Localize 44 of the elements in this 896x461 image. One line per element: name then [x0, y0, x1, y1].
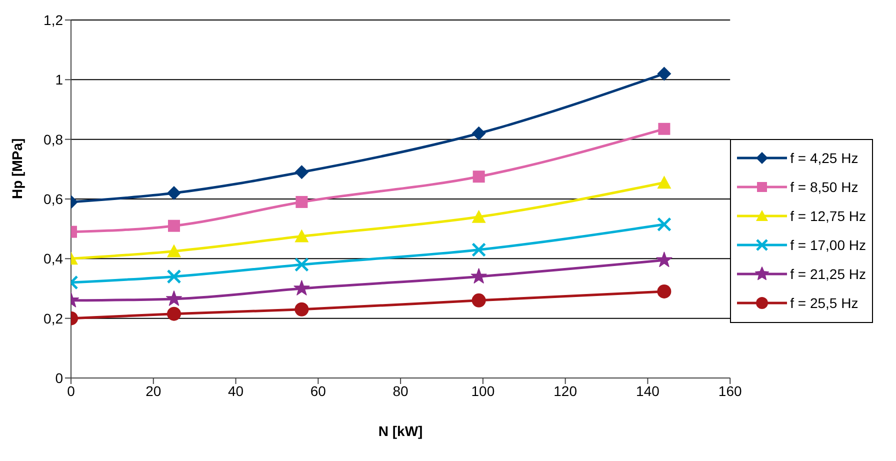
point: [294, 165, 309, 180]
y-tick-label: 1: [55, 72, 64, 88]
x-tick-label: 100: [471, 382, 495, 399]
point: [166, 244, 181, 258]
y-tick-label: 0: [55, 370, 64, 386]
y-tick-label: 0,8: [44, 131, 64, 148]
y-axis-title: Hp [MPa]: [8, 138, 25, 199]
legend-label: f = 8,50 Hz: [790, 179, 858, 195]
x-tick-label: 140: [636, 382, 660, 399]
point: [294, 280, 310, 296]
point: [296, 196, 308, 208]
point: [470, 268, 487, 284]
point: [168, 220, 180, 232]
point: [656, 252, 672, 268]
x-tick-label: 160: [718, 382, 742, 399]
point: [472, 293, 486, 308]
legend-label: f = 21,25 Hz: [790, 266, 866, 282]
legend-label: f = 12,75 Hz: [790, 208, 866, 224]
point: [472, 126, 486, 140]
y-tick-label: 0,6: [44, 190, 64, 207]
point: [294, 302, 309, 316]
y-tick-label: 1,2: [44, 12, 64, 28]
point: [657, 176, 672, 189]
y-tick-label: 0,2: [44, 310, 64, 326]
legend-label: f = 4,25 Hz: [790, 150, 858, 166]
point: [166, 290, 182, 306]
x-tick-label: 60: [310, 382, 326, 399]
legend-label: f = 25,5 Hz: [790, 295, 858, 311]
x-tick-label: 20: [146, 382, 162, 399]
x-tick-label: 0: [67, 382, 76, 399]
x-axis-title: N [kW]: [378, 423, 423, 439]
point: [166, 186, 181, 200]
point: [294, 229, 309, 242]
x-tick-label: 120: [554, 382, 578, 399]
x-tick-label: 80: [392, 382, 409, 399]
point: [657, 66, 672, 81]
legend-label: f = 17,00 Hz: [790, 237, 866, 253]
point: [166, 306, 181, 321]
point: [472, 210, 486, 223]
point: [658, 122, 670, 135]
point: [657, 284, 672, 298]
point: [472, 170, 485, 183]
x-tick-label: 40: [228, 382, 244, 399]
y-tick-label: 0,4: [44, 250, 64, 267]
